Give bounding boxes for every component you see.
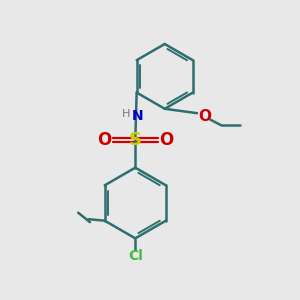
Text: O: O bbox=[97, 131, 112, 149]
Text: H: H bbox=[122, 109, 131, 119]
Text: O: O bbox=[198, 109, 211, 124]
Text: O: O bbox=[159, 131, 173, 149]
Text: Cl: Cl bbox=[128, 249, 143, 263]
Text: N: N bbox=[132, 109, 143, 123]
Text: S: S bbox=[129, 131, 142, 149]
